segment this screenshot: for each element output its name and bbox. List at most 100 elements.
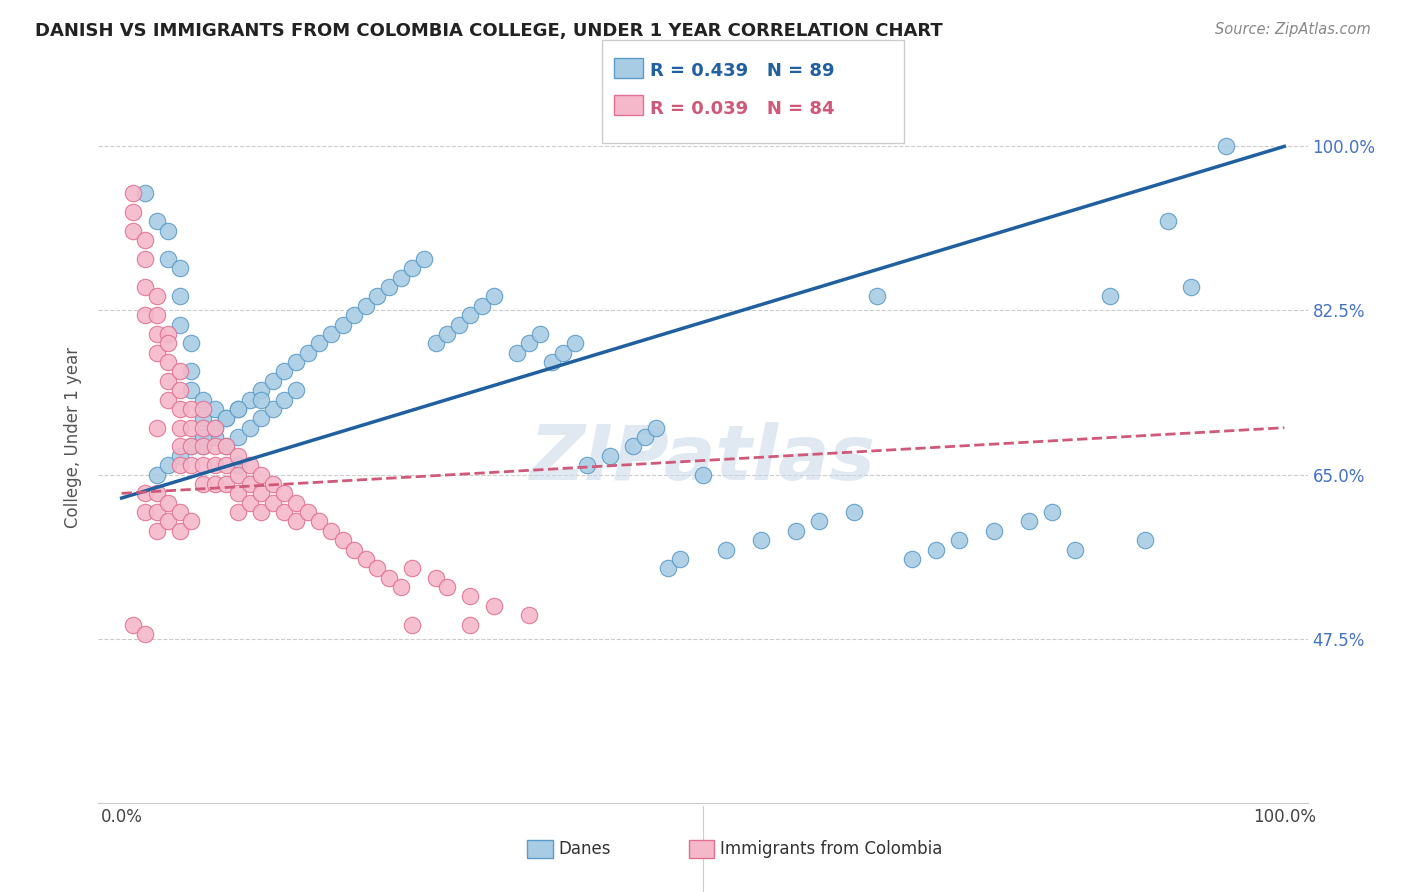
Point — [482, 289, 505, 303]
Point — [157, 515, 180, 529]
Point — [169, 364, 191, 378]
Point — [134, 233, 156, 247]
Point — [215, 477, 238, 491]
Point — [575, 458, 598, 473]
Point — [215, 458, 238, 473]
Point — [319, 524, 342, 538]
Point — [657, 561, 679, 575]
Point — [460, 617, 482, 632]
Point — [191, 458, 214, 473]
Point — [866, 289, 889, 303]
Point — [122, 186, 145, 201]
Point — [145, 524, 167, 538]
Point — [169, 383, 191, 397]
Point — [215, 411, 238, 425]
Point — [215, 440, 238, 454]
Point — [239, 458, 262, 473]
Point — [250, 467, 273, 482]
Point — [169, 524, 191, 538]
Point — [180, 364, 202, 378]
Point — [239, 496, 262, 510]
Point — [844, 505, 866, 519]
Point — [157, 355, 180, 369]
Point — [122, 224, 145, 238]
Point — [716, 542, 738, 557]
Text: Source: ZipAtlas.com: Source: ZipAtlas.com — [1215, 22, 1371, 37]
Point — [157, 458, 180, 473]
Point — [169, 401, 191, 416]
Point — [634, 430, 657, 444]
Point — [250, 383, 273, 397]
Point — [460, 590, 482, 604]
Point — [553, 345, 575, 359]
Point — [425, 336, 447, 351]
Point — [332, 318, 354, 332]
Point — [191, 440, 214, 454]
Point — [250, 486, 273, 500]
Point — [297, 505, 319, 519]
Point — [180, 440, 202, 454]
Point — [191, 430, 214, 444]
Point — [180, 420, 202, 434]
Point — [401, 617, 423, 632]
Point — [668, 552, 690, 566]
Point — [273, 392, 295, 407]
Point — [145, 214, 167, 228]
Point — [354, 299, 377, 313]
Point — [145, 486, 167, 500]
Point — [215, 411, 238, 425]
Point — [145, 289, 167, 303]
Point — [134, 186, 156, 201]
Point — [250, 505, 273, 519]
Point — [239, 420, 262, 434]
Point — [1064, 542, 1087, 557]
Point — [901, 552, 924, 566]
Point — [145, 467, 167, 482]
Point — [285, 355, 308, 369]
Text: R = 0.439   N = 89: R = 0.439 N = 89 — [650, 62, 834, 80]
Point — [226, 486, 249, 500]
Point — [226, 467, 249, 482]
Point — [599, 449, 621, 463]
Point — [157, 224, 180, 238]
Point — [332, 533, 354, 548]
Point — [226, 449, 249, 463]
Y-axis label: College, Under 1 year: College, Under 1 year — [65, 346, 83, 528]
Point — [180, 458, 202, 473]
Point — [482, 599, 505, 613]
Text: DANISH VS IMMIGRANTS FROM COLOMBIA COLLEGE, UNDER 1 YEAR CORRELATION CHART: DANISH VS IMMIGRANTS FROM COLOMBIA COLLE… — [35, 22, 943, 40]
Point — [1040, 505, 1063, 519]
Point — [471, 299, 494, 313]
Point — [645, 420, 668, 434]
Point — [157, 336, 180, 351]
Point — [191, 392, 214, 407]
Point — [1018, 515, 1040, 529]
Point — [239, 477, 262, 491]
Point — [191, 440, 214, 454]
Point — [354, 552, 377, 566]
Point — [169, 289, 191, 303]
Point — [169, 261, 191, 276]
Point — [134, 505, 156, 519]
Point — [204, 420, 226, 434]
Point — [785, 524, 807, 538]
Point — [145, 308, 167, 322]
Text: ZIPatlas: ZIPatlas — [530, 422, 876, 496]
Point — [413, 252, 436, 266]
Point — [564, 336, 586, 351]
Point — [134, 486, 156, 500]
Point — [378, 280, 401, 294]
Point — [204, 477, 226, 491]
Point — [436, 580, 458, 594]
Point — [204, 440, 226, 454]
Point — [366, 561, 388, 575]
Point — [157, 392, 180, 407]
Point — [180, 383, 202, 397]
Point — [169, 449, 191, 463]
Point — [191, 411, 214, 425]
Point — [1180, 280, 1202, 294]
Point — [319, 326, 342, 341]
Point — [517, 336, 540, 351]
Point — [157, 496, 180, 510]
Point — [540, 355, 562, 369]
